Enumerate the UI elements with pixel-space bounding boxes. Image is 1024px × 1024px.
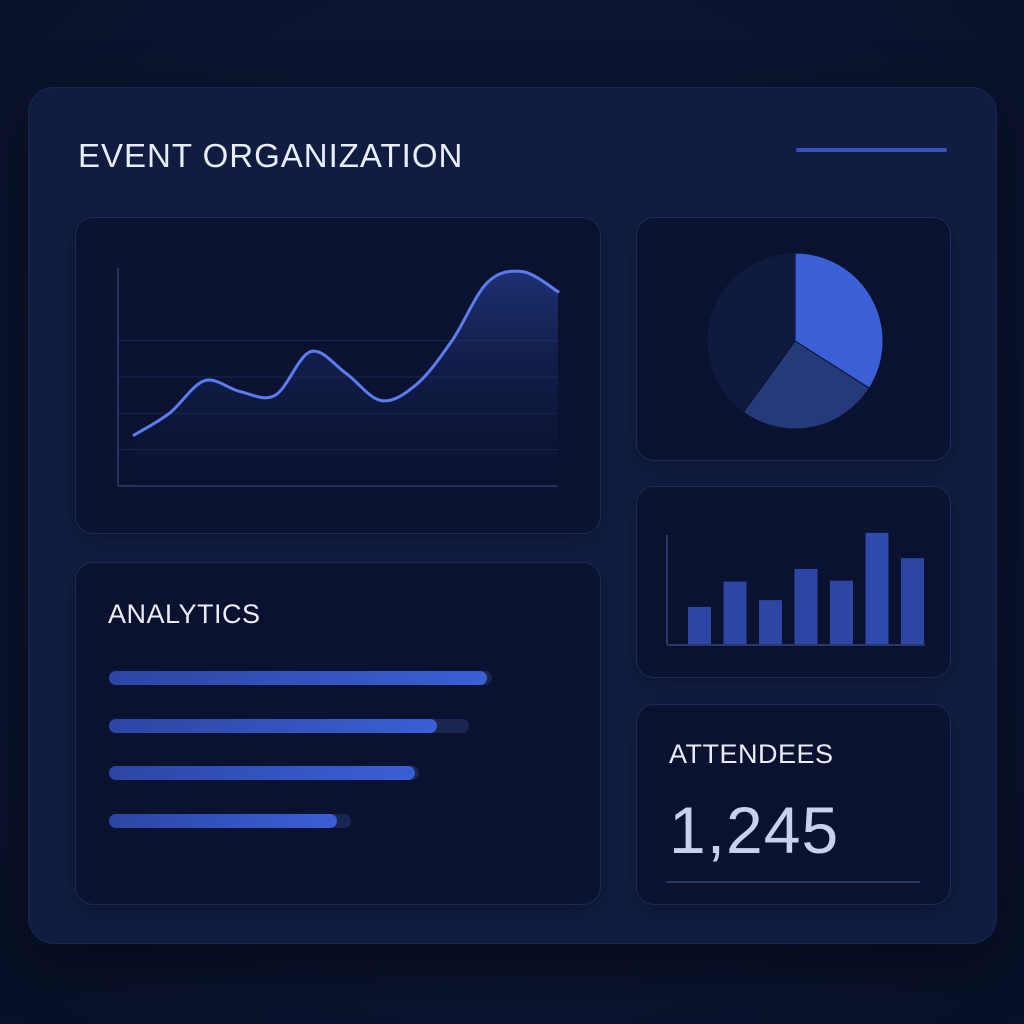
attendees-count: 1,245 bbox=[669, 793, 840, 867]
pie-slice-2 bbox=[742, 340, 870, 430]
page-title: EVENT ORGANIZATION bbox=[78, 137, 464, 174]
attendees-panel[interactable]: ATTENDEES 1,245 bbox=[636, 704, 951, 905]
analytics-panel[interactable]: ANALYTICS bbox=[75, 562, 601, 905]
title-accent-line bbox=[796, 148, 947, 152]
line-chart-series-line bbox=[132, 269, 560, 437]
dashboard-card: EVENT ORGANIZATION ANALYTI bbox=[28, 87, 997, 944]
line-chart-panel[interactable] bbox=[75, 217, 601, 534]
line-chart-area bbox=[134, 271, 558, 486]
bar-3 bbox=[759, 600, 782, 644]
line-chart bbox=[117, 268, 560, 487]
bar-5 bbox=[830, 580, 853, 644]
analytics-title: ANALYTICS bbox=[108, 599, 261, 629]
analytics-progress-fill-4 bbox=[109, 814, 337, 828]
bar-chart-panel[interactable] bbox=[636, 486, 951, 678]
bar-chart bbox=[666, 532, 925, 646]
bar-2 bbox=[723, 581, 747, 644]
attendees-title: ATTENDEES bbox=[669, 739, 834, 769]
analytics-progress-track-1 bbox=[109, 671, 493, 685]
pie-chart-panel[interactable] bbox=[636, 217, 951, 461]
pie-chart bbox=[706, 252, 884, 430]
bar-1 bbox=[688, 606, 711, 644]
analytics-progress-track-4 bbox=[109, 814, 351, 828]
analytics-progress-track-2 bbox=[109, 719, 470, 733]
analytics-progress-track-3 bbox=[109, 766, 420, 780]
bar-4 bbox=[794, 568, 818, 644]
analytics-progress-fill-3 bbox=[109, 766, 415, 780]
bar-7 bbox=[901, 558, 924, 644]
attendees-divider bbox=[666, 881, 920, 883]
analytics-progress-fill-2 bbox=[109, 719, 438, 733]
analytics-progress-fill-1 bbox=[109, 671, 488, 685]
pie-slice-3 bbox=[706, 252, 796, 413]
bar-6 bbox=[865, 532, 889, 644]
